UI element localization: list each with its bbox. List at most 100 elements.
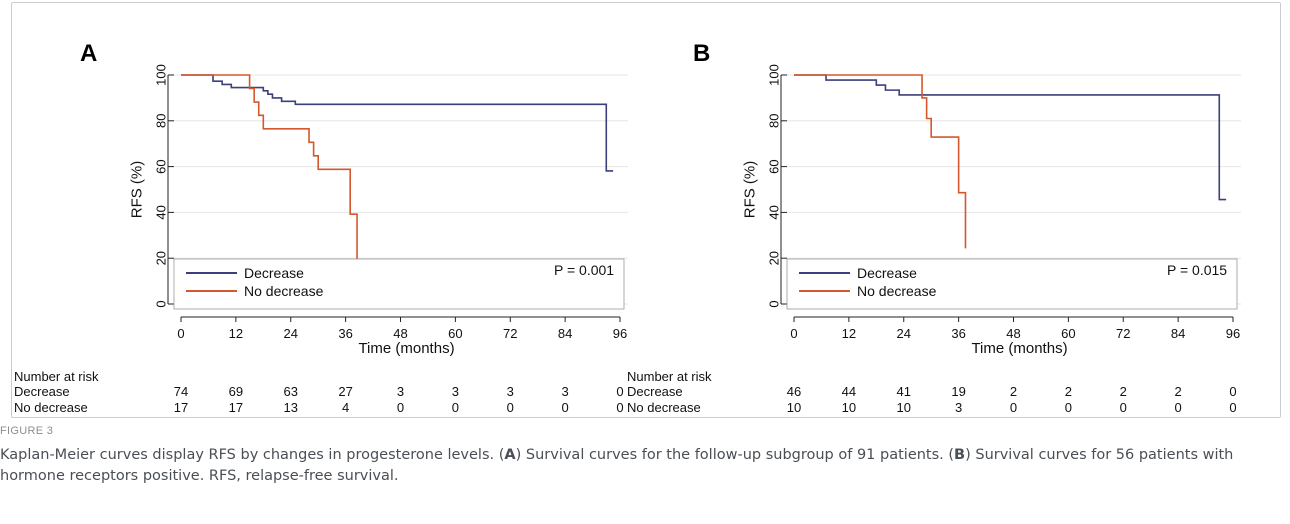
y-tick-label: 60 [154,159,169,173]
caption-intro: Kaplan-Meier curves display RFS by chang… [0,447,505,463]
x-tick-label: 84 [558,326,572,341]
legend-label: Decrease [857,265,917,281]
risk-table-value: 0 [397,400,404,415]
risk-table-value: 0 [1175,400,1182,415]
x-tick-label: 60 [448,326,462,341]
x-tick-label: 60 [1061,326,1075,341]
survival-curve-decrease [181,74,614,172]
y-tick-label: 100 [154,64,169,86]
x-tick-label: 96 [1226,326,1240,341]
risk-table-value: 3 [397,384,404,399]
x-tick-label: 12 [229,326,243,341]
x-axis-title: Time (months) [358,340,454,357]
figure-label: FIGURE 3 [0,425,54,437]
risk-table-value: 41 [897,384,911,399]
caption-panel-b-text: ) Survival curves for 56 patients with h… [0,447,1234,484]
x-tick-label: 48 [1006,326,1020,341]
risk-table-value: 3 [452,384,459,399]
risk-table-value: 10 [842,400,856,415]
risk-table-value: 3 [507,384,514,399]
risk-table-value: 69 [229,384,243,399]
risk-table-value: 0 [507,400,514,415]
x-tick-label: 12 [842,326,856,341]
risk-table-value: 17 [174,400,188,415]
risk-table-value: 0 [616,384,623,399]
risk-table-value: 19 [951,384,965,399]
caption-panel-a-text: ) Survival curves for the follow-up subg… [515,447,955,463]
risk-table-value: 13 [284,400,298,415]
risk-table-value: 3 [955,400,962,415]
risk-table-value: 0 [616,400,623,415]
x-tick-label: 72 [503,326,517,341]
survival-curve-decrease [794,74,1227,201]
risk-table-value: 74 [174,384,188,399]
risk-table-row-label: Decrease [627,384,683,399]
y-axis-title: RFS (%) [742,161,759,219]
panel-label: A [80,40,97,67]
x-tick-label: 0 [177,326,184,341]
legend-box [786,258,1238,310]
risk-table-value: 3 [562,384,569,399]
risk-table-value: 63 [284,384,298,399]
risk-table-value: 0 [562,400,569,415]
survival-curve-no-decrease [794,74,967,249]
risk-table-title: Number at risk [14,369,99,384]
y-tick-label: 60 [767,159,782,173]
risk-table-value: 10 [787,400,801,415]
risk-table-value: 0 [1065,400,1072,415]
risk-table-value: 4 [342,400,349,415]
risk-table-value: 2 [1065,384,1072,399]
risk-table-value: 0 [452,400,459,415]
p-value: P = 0.015 [1167,262,1227,278]
risk-table-row-label: No decrease [627,400,701,415]
x-tick-label: 0 [790,326,797,341]
risk-table-title: Number at risk [627,369,712,384]
risk-table-value: 0 [1229,384,1236,399]
caption-panel-a-letter: A [504,447,516,463]
y-tick-label: 0 [154,300,169,307]
x-tick-label: 72 [1116,326,1130,341]
risk-table-row-label: No decrease [14,400,88,415]
x-tick-label: 36 [338,326,352,341]
y-tick-label: 40 [767,205,782,219]
caption-panel-b-letter: B [954,447,966,463]
x-tick-label: 96 [613,326,627,341]
x-tick-label: 24 [897,326,911,341]
x-axis-title: Time (months) [971,340,1067,357]
risk-table-value: 0 [1229,400,1236,415]
risk-table-value: 0 [1120,400,1127,415]
y-tick-label: 0 [767,300,782,307]
y-tick-label: 80 [154,114,169,128]
y-axis-title: RFS (%) [129,161,146,219]
y-tick-label: 40 [154,205,169,219]
risk-table-value: 2 [1175,384,1182,399]
survival-curve-no-decrease [181,74,358,260]
risk-table-value: 27 [338,384,352,399]
legend-box [173,258,625,310]
y-tick-label: 80 [767,114,782,128]
x-tick-label: 24 [284,326,298,341]
legend-label: Decrease [244,265,304,281]
figure-caption: Kaplan-Meier curves display RFS by chang… [0,445,1285,487]
risk-table-value: 0 [1010,400,1017,415]
legend-label: No decrease [244,283,324,299]
x-tick-label: 36 [951,326,965,341]
risk-table-value: 10 [897,400,911,415]
p-value: P = 0.001 [554,262,614,278]
risk-table-value: 2 [1120,384,1127,399]
risk-table-value: 17 [229,400,243,415]
y-tick-label: 20 [767,251,782,265]
y-tick-label: 20 [154,251,169,265]
risk-table-value: 46 [787,384,801,399]
legend-label: No decrease [857,283,937,299]
risk-table-value: 2 [1010,384,1017,399]
x-tick-label: 84 [1171,326,1185,341]
figure-frame [11,2,1281,418]
y-tick-label: 100 [767,64,782,86]
risk-table-row-label: Decrease [14,384,70,399]
x-tick-label: 48 [393,326,407,341]
risk-table-value: 44 [842,384,856,399]
